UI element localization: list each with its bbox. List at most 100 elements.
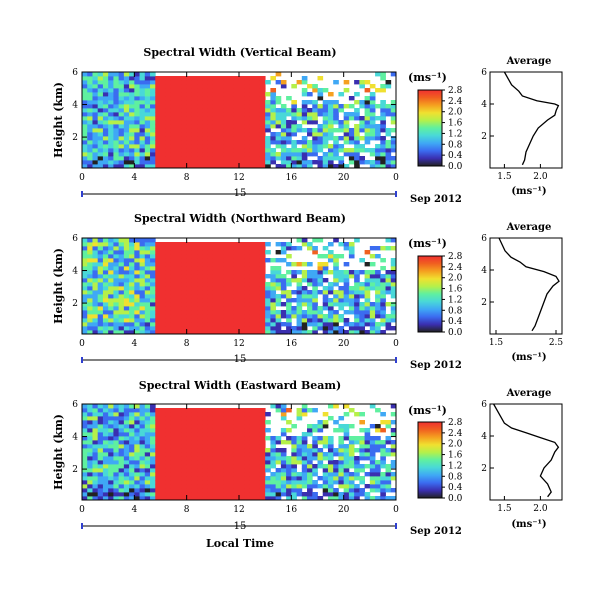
heatmap-cell	[150, 428, 156, 433]
heatmap-cell	[170, 484, 177, 489]
heatmap-cell	[207, 302, 214, 307]
heatmap-cell	[155, 96, 161, 101]
heatmap-cell	[364, 448, 371, 453]
heatmap-cell	[176, 444, 182, 449]
heatmap-cell	[197, 314, 203, 319]
heatmap-cell	[160, 412, 167, 417]
heatmap-cell	[165, 128, 172, 133]
heatmap-cell	[108, 492, 114, 497]
heatmap-cell	[160, 468, 167, 473]
heatmap-cell	[207, 274, 214, 279]
heatmap-cell	[244, 440, 250, 445]
heatmap-cell	[286, 120, 292, 125]
heatmap-cell	[275, 436, 282, 441]
heatmap-cell	[223, 164, 229, 169]
heatmap-cell	[92, 484, 99, 489]
heatmap-cell	[123, 472, 130, 477]
heatmap-cell	[186, 420, 193, 425]
heatmap-cell	[223, 80, 229, 85]
heatmap-cell	[380, 290, 386, 295]
heatmap-cell	[327, 326, 334, 331]
heatmap-cell	[144, 298, 151, 303]
heatmap-cell	[333, 80, 339, 85]
heatmap-cell	[249, 440, 256, 445]
heatmap-cell	[233, 132, 240, 137]
heatmap-cell	[296, 480, 303, 485]
heatmap-cell	[327, 144, 334, 149]
heatmap-cell	[228, 326, 235, 331]
heatmap-cell	[113, 140, 120, 145]
heatmap-cell	[218, 156, 224, 161]
heatmap-cell	[338, 424, 345, 429]
heatmap-cell	[97, 128, 104, 133]
heatmap-cell	[275, 460, 282, 465]
heatmap-cell	[191, 148, 198, 153]
heatmap-cell	[223, 242, 229, 247]
heatmap-cell	[338, 270, 345, 275]
heatmap-cell	[254, 160, 261, 165]
heatmap-cell	[123, 84, 130, 89]
heatmap-cell	[375, 286, 381, 291]
heatmap-cell	[348, 326, 355, 331]
heatmap-cell	[191, 116, 198, 121]
heatmap-cell	[87, 262, 93, 267]
heatmap-cell	[369, 278, 376, 283]
heatmap-cell	[312, 492, 318, 497]
heatmap-cell	[160, 460, 167, 465]
heatmap-cell	[327, 306, 334, 311]
heatmap-cell	[380, 306, 386, 311]
heatmap-cell	[97, 298, 104, 303]
heatmap-cell	[108, 120, 114, 125]
heatmap-cell	[150, 112, 156, 117]
heatmap-cell	[333, 472, 339, 477]
heatmap-cell	[176, 160, 182, 165]
heatmap-cell	[82, 88, 88, 93]
heatmap-cell	[139, 266, 146, 271]
heatmap-cell	[155, 242, 161, 247]
heatmap-cell	[197, 416, 203, 421]
heatmap-cell	[150, 76, 156, 81]
heatmap-cell	[165, 436, 172, 441]
heatmap-cell	[228, 488, 235, 493]
heatmap-cell	[134, 496, 140, 501]
heatmap-cell	[380, 100, 386, 105]
heatmap-cell	[92, 120, 99, 125]
heatmap-cell	[218, 444, 224, 449]
heatmap-cell	[218, 318, 224, 323]
heatmap-cell	[333, 262, 339, 267]
heatmap-cell	[296, 460, 303, 465]
heatmap-cell	[102, 488, 109, 493]
heatmap-cell	[197, 488, 203, 493]
heatmap-cell	[259, 112, 266, 117]
heatmap-cell	[333, 464, 339, 469]
heatmap-cell	[108, 436, 114, 441]
heatmap-cell	[150, 302, 156, 307]
heatmap-cell	[286, 472, 292, 477]
heatmap-cell	[385, 274, 392, 279]
heatmap-cell	[390, 326, 397, 331]
heatmap-cell	[233, 448, 240, 453]
heatmap-cell	[380, 144, 386, 149]
heatmap-cell	[165, 112, 172, 117]
heatmap-cell	[280, 242, 287, 247]
heatmap-cell	[113, 254, 120, 259]
heatmap-cell	[150, 306, 156, 311]
heatmap-cell	[160, 156, 167, 161]
heatmap-cell	[307, 112, 313, 117]
heatmap-cell	[191, 124, 198, 129]
heatmap-cell	[150, 72, 156, 77]
heatmap-cell	[375, 448, 381, 453]
heatmap-cell	[113, 290, 120, 295]
heatmap-cell	[317, 290, 324, 295]
heatmap-cell	[307, 472, 313, 477]
heatmap-cell	[239, 258, 245, 263]
heatmap-cell	[207, 112, 214, 117]
heatmap-cell	[123, 456, 130, 461]
heatmap-cell	[218, 290, 224, 295]
heatmap-cell	[359, 120, 365, 125]
colorbar-tick-label: 2.4	[448, 263, 463, 273]
heatmap-cell	[244, 152, 250, 157]
heatmap-cell	[97, 416, 104, 421]
heatmap-cell	[155, 286, 161, 291]
colorbar-tick-label: 0.4	[448, 483, 463, 493]
